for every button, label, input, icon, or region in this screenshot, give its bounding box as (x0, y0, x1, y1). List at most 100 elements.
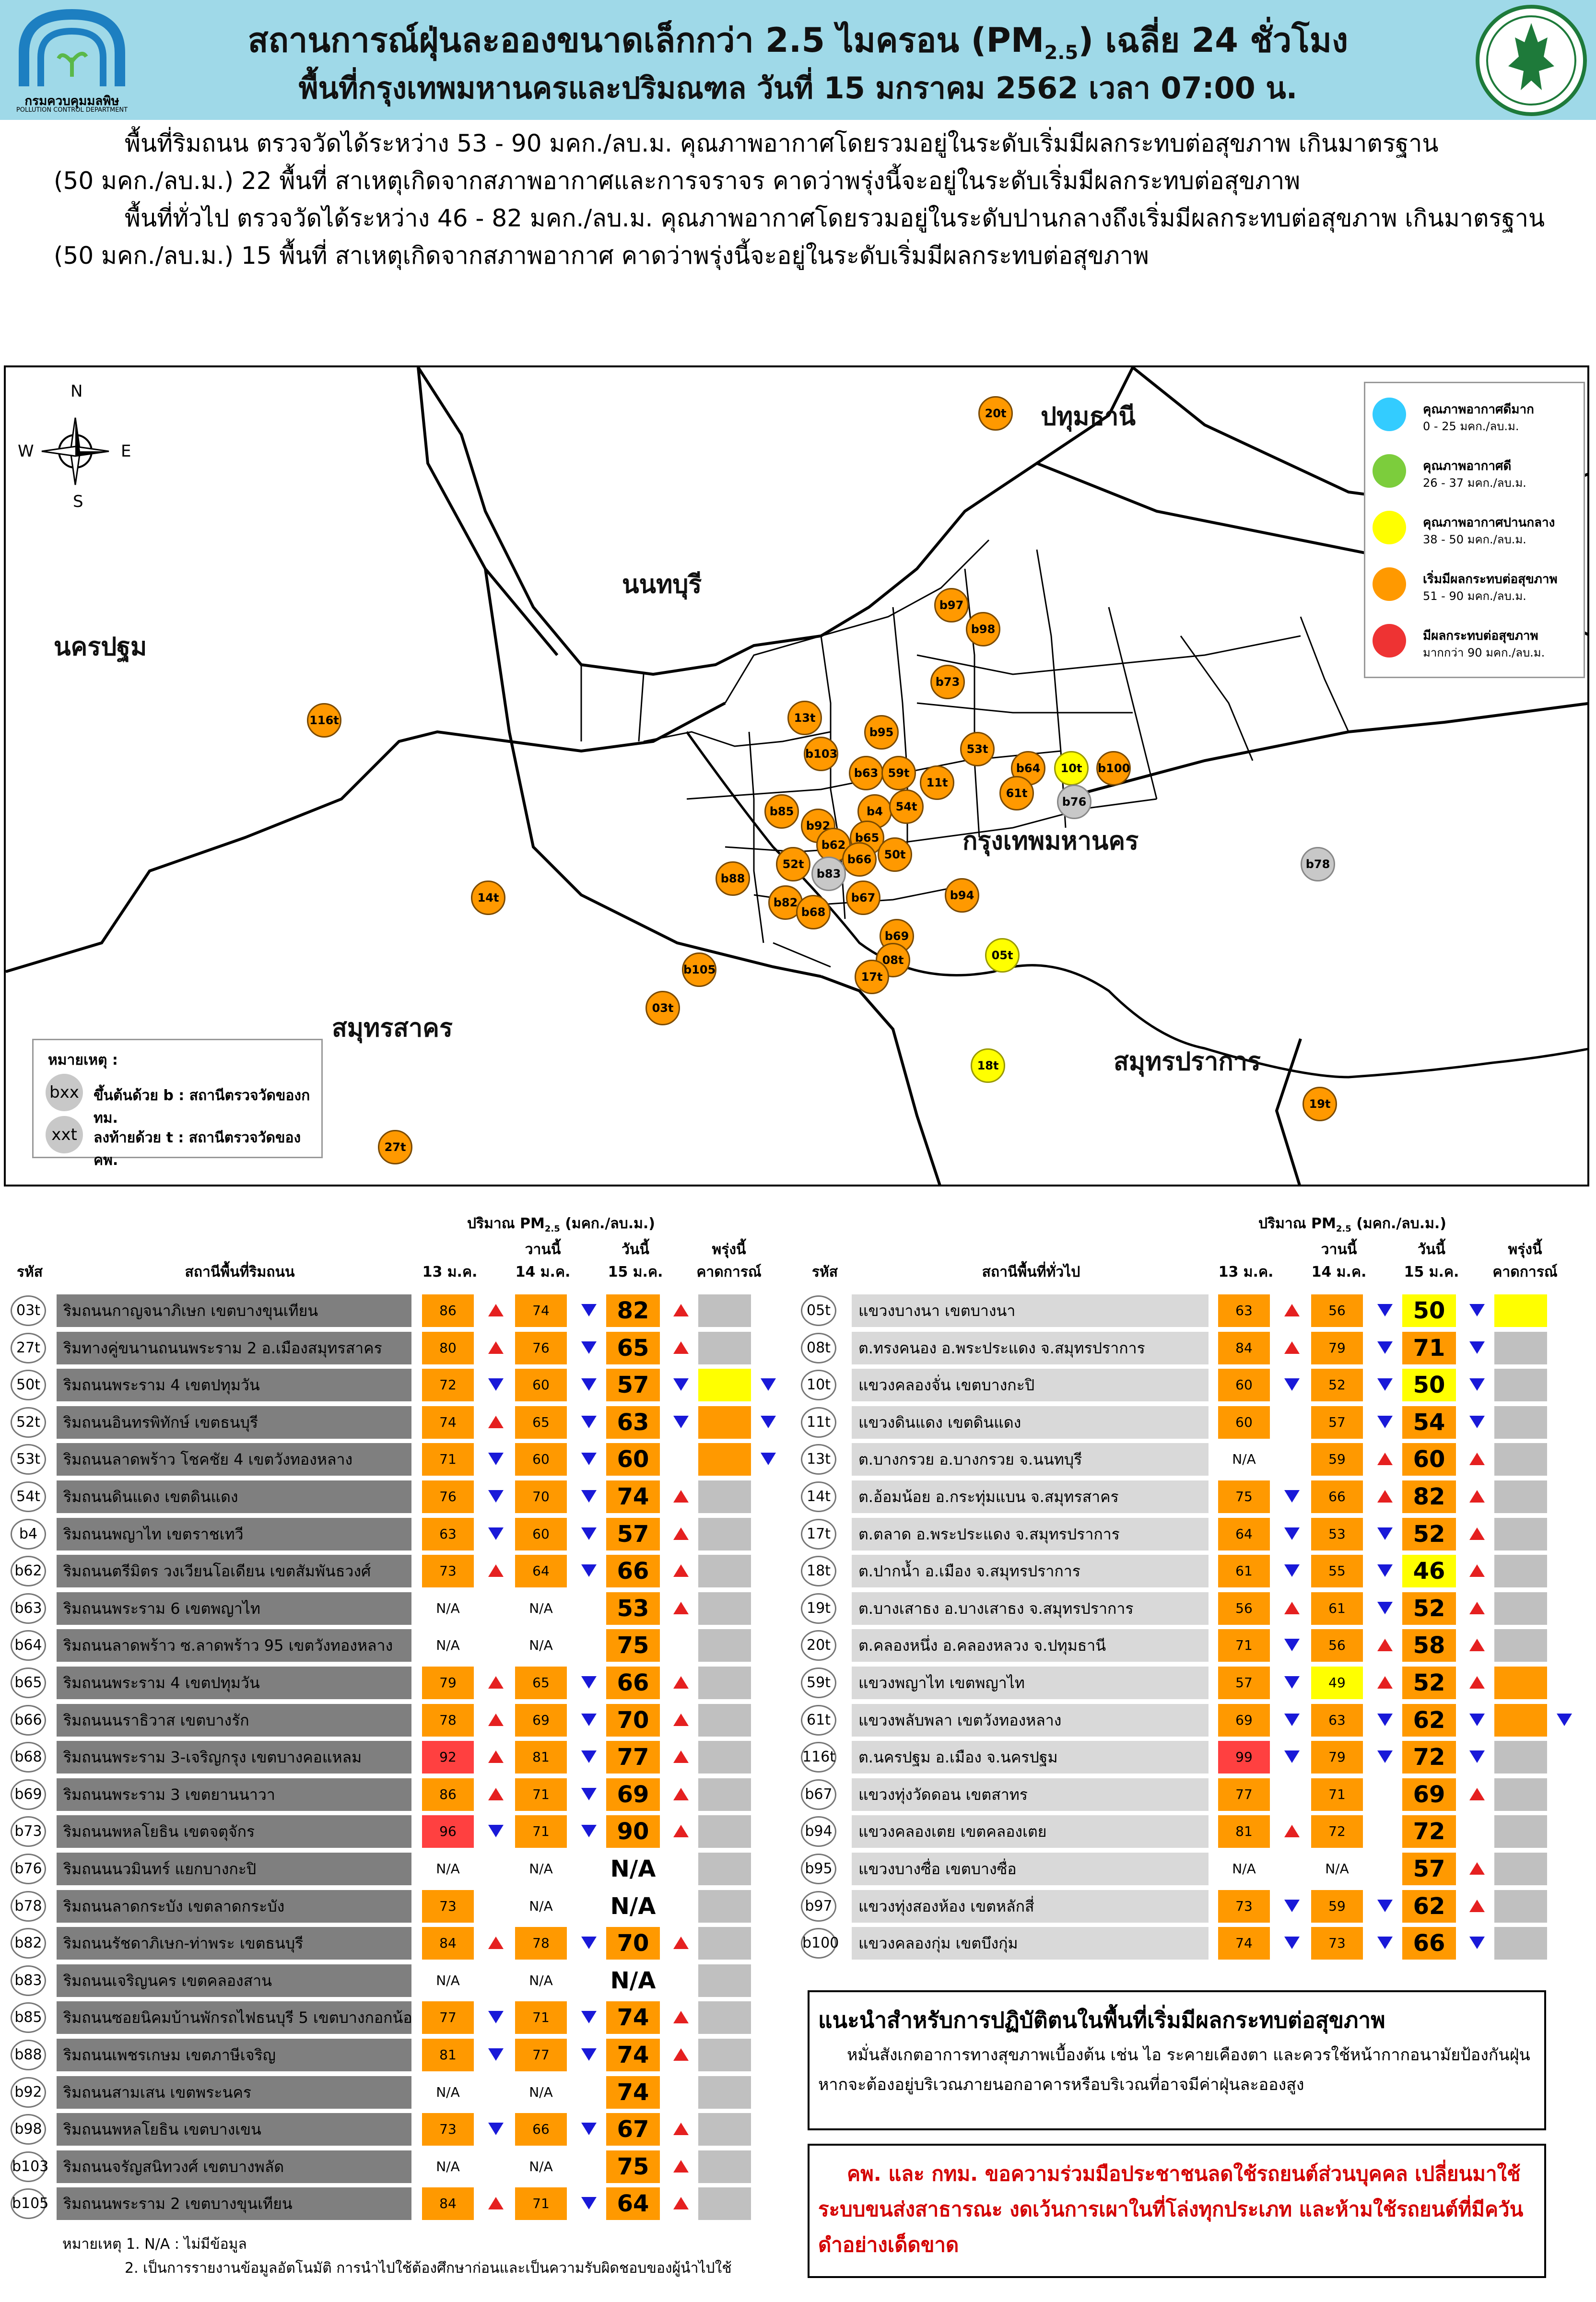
station-code: 53t (11, 1444, 46, 1475)
station-marker: 116t (307, 703, 341, 738)
arrow-down-icon (1469, 1304, 1485, 1316)
footnote-line: หมายเหตุ 1. N/A : ไม่มีข้อมูล (62, 2236, 247, 2253)
table-row: b62 ริมถนนตรีมิตร วงเวียนโอเดียน เขตสัมพั… (0, 1554, 796, 1588)
station-name: ริมถนนพระราม 3 เขตยานนาวา (57, 1778, 411, 1811)
station-name: ริมถนนจรัญสนิทวงศ์ เขตบางพลัด (57, 2150, 411, 2183)
station-code: b92 (11, 2077, 46, 2108)
table-header-code: รหัส (811, 1264, 838, 1280)
station-marker: b83 (811, 857, 846, 891)
value-cell: 72 (1402, 1741, 1456, 1773)
table-row: b69 ริมถนนพระราม 3 เขตยานนาวา 86 71 69 (0, 1777, 796, 1812)
value-cell: 79 (1311, 1741, 1363, 1773)
table-row: 11t แขวงดินแดง เขตดินแดง 60 57 54 (796, 1405, 1592, 1440)
value-cell (698, 1667, 751, 1699)
value-cell: 73 (422, 1890, 474, 1923)
station-code: 61t (801, 1705, 836, 1736)
value-cell (698, 1332, 751, 1364)
value-cell: 63 (1218, 1294, 1270, 1327)
station-name: แขวงคลองเตย เขตคลองเตย (852, 1815, 1209, 1848)
arrow-up-icon (1284, 1341, 1300, 1354)
value-cell (1494, 1555, 1547, 1587)
arrow-down-icon (581, 2197, 597, 2209)
arrow-down-icon (581, 2123, 597, 2135)
compass-east: E (121, 442, 131, 461)
value-cell: 73 (422, 2113, 474, 2146)
arrow-up-icon (673, 1788, 689, 1800)
station-code: b76 (11, 1854, 46, 1884)
bma-seal (1475, 4, 1588, 117)
value-cell: 63 (1311, 1704, 1363, 1737)
pcd-logo: กรมควบคุมมลพิษ POLLUTION CONTROL DEPARTM… (14, 5, 129, 115)
station-name: ริมถนนพหลโยธิน เขตจตุจักร (57, 1815, 411, 1848)
arrow-down-icon (1377, 1564, 1393, 1577)
value-cell (1494, 1369, 1547, 1401)
station-name: ริมถนนเพชรเกษม เขตภาษีเจริญ (57, 2039, 411, 2071)
map-note-heading: หมายเหตุ : (48, 1052, 118, 1069)
station-code: 54t (11, 1481, 46, 1512)
value-cell: 82 (606, 1294, 660, 1327)
value-cell: N/A (436, 1637, 460, 1653)
station-name: แขวงคลองจั่น เขตบางกะปิ (852, 1369, 1209, 1401)
station-marker: 61t (999, 776, 1034, 810)
table-header-d14: 14 ม.ค. (1311, 1264, 1367, 1280)
value-cell: 54 (1402, 1406, 1456, 1439)
station-marker: b100 (1096, 751, 1131, 786)
value-cell: 75 (606, 2150, 660, 2183)
map-note-sample: bxx (46, 1074, 83, 1111)
station-name: แขวงบางนา เขตบางนา (852, 1294, 1209, 1327)
table-row: 18t ต.ปากน้ำ อ.เมือง จ.สมุทรปราการ 61 55 46 (796, 1554, 1592, 1588)
arrow-down-icon (1284, 1714, 1300, 1726)
advice-body: หมั่นสังเกตอาการทางสุขภาพเบื้องต้น เช่น … (818, 2045, 1530, 2094)
value-cell: N/A (1232, 1861, 1256, 1877)
station-name: ริมถนนพระราม 4 เขตปทุมวัน (57, 1667, 411, 1699)
arrow-up-icon (1377, 1490, 1393, 1503)
station-code: b94 (801, 1816, 836, 1847)
table-row: b66 ริมถนนนราธิวาส เขตบางรัก 78 69 70 (0, 1703, 796, 1738)
value-cell (698, 1704, 751, 1737)
arrow-up-icon (1469, 1564, 1485, 1577)
footnote: หมายเหตุ 1. N/A : ไม่มีข้อมูล 2. เป็นการ… (62, 2232, 732, 2280)
pcd-logo-caption-en: POLLUTION CONTROL DEPARTMENT (16, 106, 128, 114)
value-cell (1494, 1294, 1547, 1327)
value-cell: 82 (1402, 1480, 1456, 1513)
station-code: b73 (11, 1816, 46, 1847)
value-cell: 73 (1311, 1927, 1363, 1960)
station-marker: 59t (881, 756, 916, 790)
value-cell: 62 (1402, 1890, 1456, 1923)
station-name: ริมถนนอินทรพิทักษ์ เขตธนบุรี (57, 1406, 411, 1439)
table-row: 08t ต.ทรงคนอง อ.พระประแดง จ.สมุทรปราการ 84… (796, 1331, 1592, 1365)
arrow-up-icon (673, 1825, 689, 1837)
station-code: 17t (801, 1519, 836, 1550)
value-cell: N/A (529, 1898, 553, 1914)
arrow-down-icon (1377, 1304, 1393, 1316)
value-cell: N/A (529, 2084, 553, 2100)
arrow-down-icon (1377, 1341, 1393, 1354)
value-cell: 57 (1218, 1667, 1270, 1699)
header: กรมควบคุมมลพิษ POLLUTION CONTROL DEPARTM… (0, 0, 1596, 120)
station-code: 03t (11, 1295, 46, 1326)
arrow-up-icon (488, 1416, 504, 1428)
pcd-logo-caption: กรมควบคุมมลพิษ (24, 94, 119, 108)
value-cell (698, 1555, 751, 1587)
station-marker: b98 (966, 612, 1000, 646)
summary-line: (50 มคก./ลบ.ม.) 22 พื้นที่ สาเหตุเกิดจาก… (54, 167, 1301, 195)
legend-item: คุณภาพอากาศดีมาก 0 - 25 มคก./ลบ.ม. (1365, 388, 1584, 441)
station-marker: 27t (378, 1130, 412, 1164)
value-cell: 52 (1402, 1518, 1456, 1550)
arrow-down-icon (1377, 1527, 1393, 1540)
value-cell: 86 (422, 1778, 474, 1811)
value-cell: 81 (422, 2039, 474, 2071)
legend-item: มีผลกระทบต่อสุขภาพ มากกว่า 90 มคก./ลบ.ม. (1365, 614, 1584, 667)
station-code: 52t (11, 1407, 46, 1438)
station-code: 59t (801, 1668, 836, 1698)
station-marker: 50t (878, 837, 912, 872)
table-row: 116t ต.นครปฐม อ.เมือง จ.นครปฐม 99 79 72 (796, 1740, 1592, 1774)
map-note-row: bxx ขึ้นต้นด้วย b : สถานีตรวจวัดของกทม. (46, 1074, 319, 1127)
value-cell: 74 (515, 1294, 567, 1327)
station-code: b82 (11, 1928, 46, 1959)
value-cell: 71 (1311, 1778, 1363, 1811)
arrow-up-icon (673, 1527, 689, 1540)
province-label: กรุงเทพมหานคร (962, 827, 1139, 856)
arrow-up-icon (1469, 1788, 1485, 1800)
value-cell: 56 (1218, 1592, 1270, 1625)
